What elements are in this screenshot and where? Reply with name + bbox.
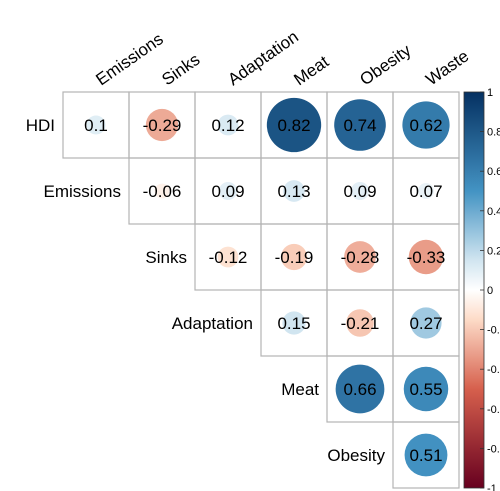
correlation-value: 0.74 — [343, 116, 376, 135]
correlation-circle — [418, 183, 434, 199]
correlation-circle — [217, 114, 239, 136]
row-label-obesity: Obesity — [327, 446, 385, 465]
colorbar-tick-label: 0.2 — [487, 245, 500, 257]
correlation-value: 0.15 — [277, 314, 310, 333]
colorbar-tick-label: -1 — [487, 483, 497, 491]
column-label-meat: Meat — [290, 52, 332, 89]
colorbar-tick-label: 1 — [487, 87, 493, 99]
correlation-circle — [410, 307, 442, 339]
colorbar-tick-label: -0.2 — [487, 325, 500, 337]
column-label-obesity: Obesity — [356, 40, 415, 89]
grid-cell — [392, 421, 460, 489]
correlation-circle — [217, 246, 239, 268]
correlation-value: 0.09 — [211, 182, 244, 201]
column-label-adaptation: Adaptation — [224, 27, 301, 89]
correlation-value: 0.62 — [409, 116, 442, 135]
correlation-value: 0.1 — [84, 116, 108, 135]
correlation-circle — [283, 180, 305, 202]
correlation-value: 0.12 — [211, 116, 244, 135]
row-label-emissions: Emissions — [44, 182, 121, 201]
correlation-value: 0.82 — [277, 116, 310, 135]
correlation-value: -0.19 — [275, 248, 314, 267]
correlation-circle — [266, 97, 322, 153]
correlation-value: 0.13 — [277, 182, 310, 201]
colorbar-tick-label: 0.6 — [487, 166, 500, 178]
correlation-circle — [404, 433, 448, 477]
correlation-circle — [154, 183, 170, 199]
correlation-value: 0.27 — [409, 314, 442, 333]
colorbar-tick-label: 0 — [487, 285, 493, 297]
colorbar-legend: 1 0.8 0.6 0.4 0.2 0 -0.2 -0.4 -0.6 -0.8 -1 — [463, 87, 500, 491]
column-label-waste: Waste — [422, 46, 472, 89]
correlation-value: 0.51 — [409, 446, 442, 465]
correlation-circle — [402, 101, 450, 149]
correlation-circle — [282, 311, 306, 335]
correlation-circle — [145, 108, 179, 142]
colorbar-tick-label: -0.4 — [487, 364, 500, 376]
correlation-circle — [334, 99, 386, 151]
correlation-circle — [346, 309, 374, 337]
row-label-hdi: HDI — [26, 116, 55, 135]
colorbar-tick-label: -0.6 — [487, 404, 500, 416]
row-labels: HDI Emissions Sinks Adaptation Meat Obesity — [26, 116, 386, 465]
correlation-value: 0.66 — [343, 380, 376, 399]
correlation-circle — [335, 364, 385, 414]
correlation-circle — [408, 239, 444, 275]
grid-lines — [62, 91, 460, 489]
row-label-adaptation: Adaptation — [172, 314, 253, 333]
colorbar-tick-label: 0.8 — [487, 127, 500, 139]
correlation-circle — [344, 241, 376, 273]
correlation-circle — [351, 182, 369, 200]
correlation-value: -0.12 — [209, 248, 248, 267]
correlation-value: -0.33 — [407, 248, 446, 267]
correlation-circle — [86, 115, 106, 135]
colorbar-tick-label: 0.4 — [487, 206, 500, 218]
correlation-circle — [219, 182, 237, 200]
correlation-circle — [403, 366, 449, 412]
correlation-value: -0.28 — [341, 248, 380, 267]
correlation-value: -0.29 — [143, 116, 182, 135]
column-label-emissions: Emissions — [92, 29, 166, 89]
correlation-value: 0.55 — [409, 380, 442, 399]
column-label-sinks: Sinks — [158, 50, 203, 89]
correlation-values: 0.1 -0.29 0.12 0.82 0.74 0.62 -0.06 0.09 0.13 0.0… — [84, 116, 445, 465]
correlation-value: 0.07 — [409, 182, 442, 201]
row-label-meat: Meat — [281, 380, 319, 399]
correlation-circles — [86, 97, 450, 477]
correlation-value: 0.09 — [343, 182, 376, 201]
correlation-circle — [280, 243, 308, 271]
correlation-value: -0.06 — [143, 182, 182, 201]
correlation-value: -0.21 — [341, 314, 380, 333]
colorbar-tick-label: -0.8 — [487, 443, 500, 455]
row-label-sinks: Sinks — [145, 248, 187, 267]
